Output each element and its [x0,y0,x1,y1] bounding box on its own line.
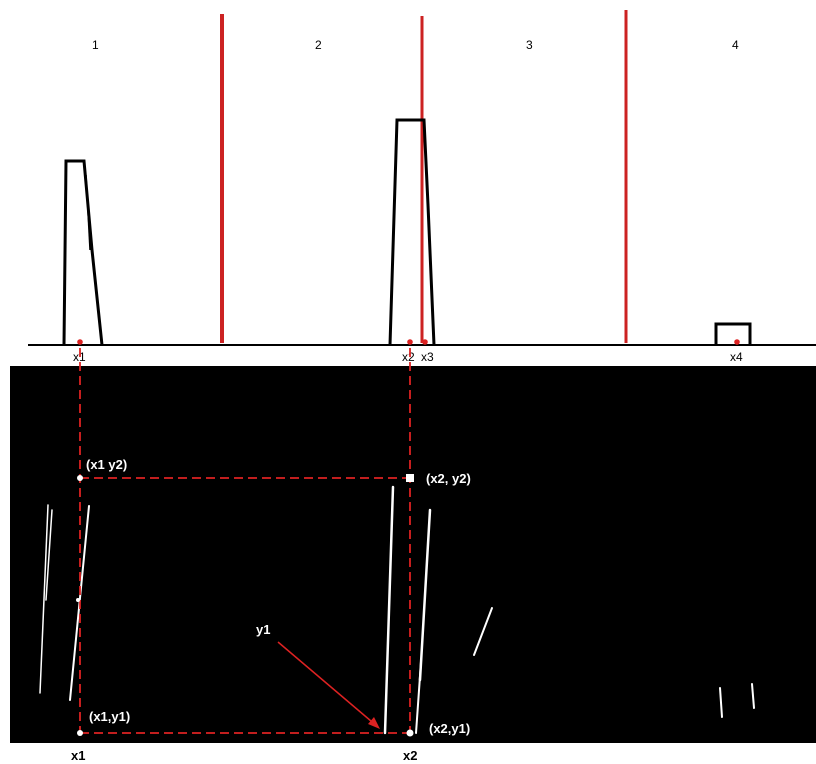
coord-label-top-right: (x2, y2) [426,471,471,486]
bottom-label-x1: x1 [71,748,85,763]
projection-guides [79,348,411,734]
coord-label-bottom-right: (x2,y1) [429,721,470,736]
marker-label-x2: x2 [402,350,415,364]
coord-label-top-left: (x1 y2) [86,457,127,472]
line-segment [383,485,395,735]
region-label-2: 2 [315,38,322,52]
line-segment [751,683,755,709]
corner-point-bottom-left [77,730,83,736]
pointer-label-y1: y1 [256,622,270,637]
line-segment [415,661,422,734]
corner-point-bottom-right [406,729,414,737]
line-segment [45,509,53,601]
coord-label-bottom-left: (x1,y1) [89,709,130,724]
bottom-label-x2: x2 [403,748,417,763]
corner-point-top-left [77,475,83,481]
region-label-1: 1 [92,38,99,52]
corner-point-mid-left [76,598,80,602]
marker-dot-x3 [422,339,428,345]
region-label-4: 4 [732,38,739,52]
pointer-arrow-shaft [277,641,379,728]
detected-line-segments [39,485,755,735]
line-segment [39,504,49,694]
line-segment [473,607,493,656]
profile-peak-1-inner [85,174,91,251]
binary-image-panel: (x1 y2) (x2, y2) (x1,y1) (x2,y1) y1 [10,348,816,743]
line-segment [719,687,723,718]
marker-label-x3: x3 [421,350,434,364]
corner-point-top-right [406,474,414,482]
pointer-arrow-head [368,717,380,729]
marker-label-x4: x4 [730,350,743,364]
profile-peak-3 [714,322,752,345]
region-label-3: 3 [526,38,533,52]
marker-dot-x2 [407,339,413,345]
marker-dot-x1 [77,339,83,345]
profile-peak-1 [62,159,104,346]
binary-image-background [10,366,816,743]
projection-profile-panel: 1 2 3 4 x1 x2 x3 x4 [28,10,816,364]
line-segment [418,508,432,682]
profile-peak-2 [388,118,436,346]
marker-dot-x4 [734,339,740,345]
